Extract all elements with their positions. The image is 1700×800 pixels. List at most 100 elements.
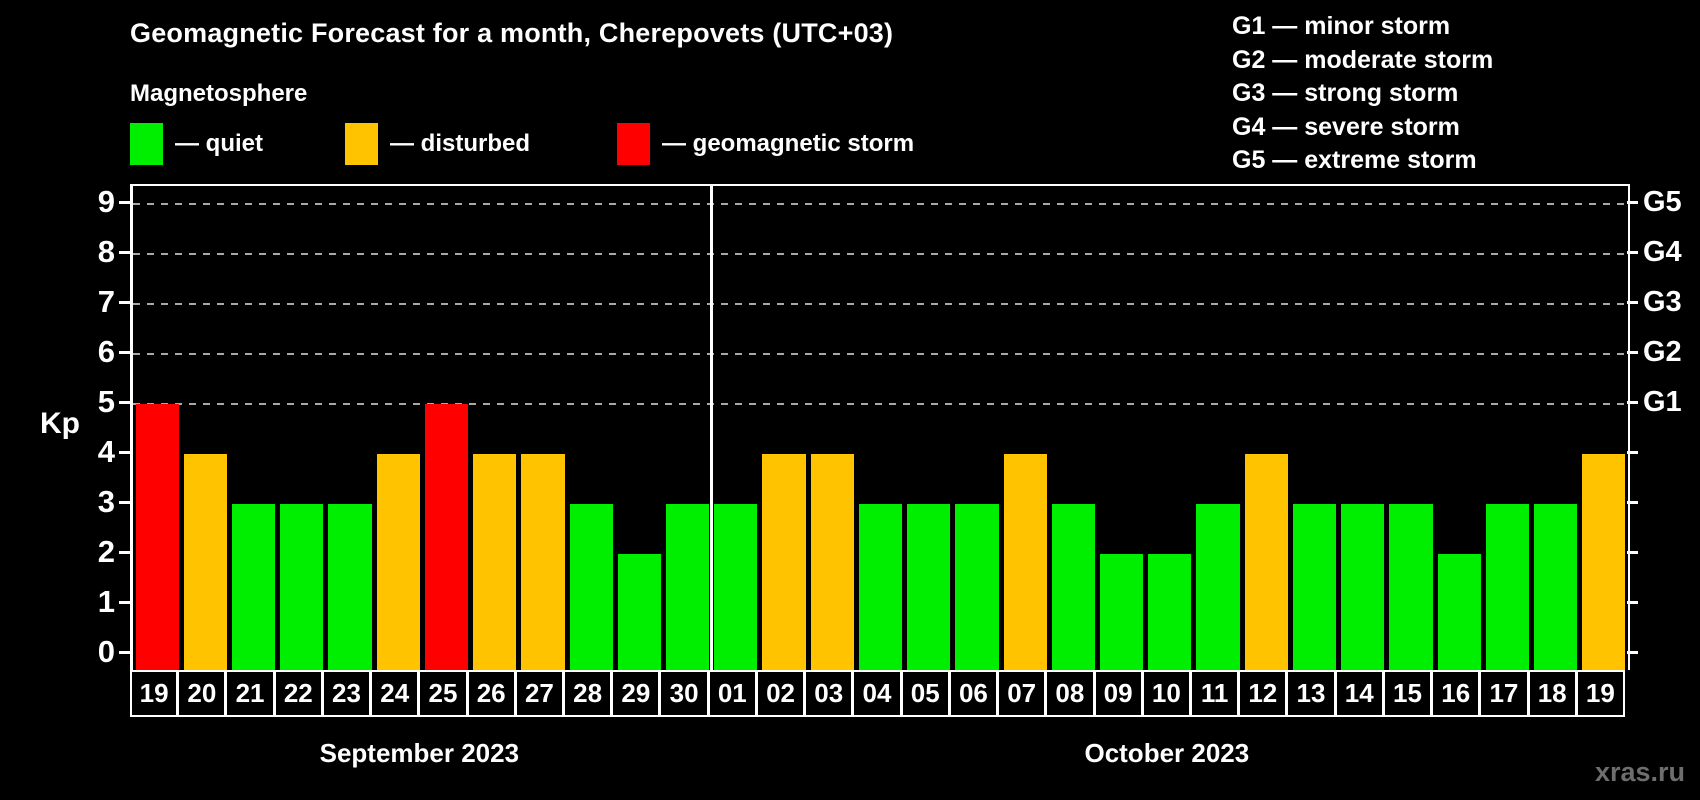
gridline-kp-8: [133, 253, 1628, 255]
left-axis-tick: [119, 201, 130, 204]
kp-bar: [617, 554, 661, 670]
y-axis-tick-label: 2: [97, 534, 115, 569]
day-label: 20: [177, 670, 227, 717]
g-axis-label-g5: G5: [1643, 186, 1682, 218]
day-label: 21: [225, 670, 275, 717]
y-axis-tick-label: 1: [97, 584, 115, 619]
day-label: 27: [514, 670, 565, 717]
left-axis-tick: [119, 301, 130, 304]
g5-legend-line: G5 — extreme storm: [1232, 146, 1477, 174]
y-axis-tick-label: 0: [97, 634, 115, 669]
kp-bar: [1196, 504, 1240, 670]
quiet-legend-label: — quiet: [175, 130, 263, 157]
left-axis-tick: [119, 651, 130, 654]
gridline-kp-6: [133, 353, 1628, 355]
kp-bar: [1292, 504, 1337, 670]
kp-bar: [569, 504, 613, 670]
kp-bar: [1389, 504, 1433, 670]
g-scale-legend: G1 — minor storm G2 — moderate storm G3 …: [1232, 10, 1493, 178]
day-label: 28: [563, 670, 613, 717]
gridline-kp-5: [133, 403, 1628, 405]
day-label: 06: [948, 670, 999, 717]
page-title: Geomagnetic Forecast for a month, Cherep…: [130, 18, 894, 48]
kp-bar: [665, 504, 710, 670]
kp-bar: [521, 454, 565, 670]
status-legend: — quiet — disturbed — geomagnetic storm: [0, 123, 1100, 165]
month-label-1: October 2023: [1084, 738, 1250, 768]
day-label: 18: [1527, 670, 1577, 717]
right-axis-tick: [1627, 351, 1638, 354]
kp-bar: [135, 404, 179, 670]
kp-bar: [473, 454, 517, 670]
kp-bar: [1148, 554, 1192, 670]
y-axis-tick-label: 6: [97, 334, 115, 369]
month-separator: [710, 186, 714, 670]
kp-bar: [376, 454, 420, 670]
day-label: 04: [852, 670, 902, 717]
day-label: 25: [418, 670, 468, 717]
day-label: 16: [1431, 670, 1481, 717]
kp-bar: [955, 504, 999, 670]
g-axis-label-g2: G2: [1643, 336, 1682, 368]
day-label: 23: [321, 670, 372, 717]
day-label: 10: [1141, 670, 1191, 717]
day-label: 09: [1093, 670, 1143, 717]
day-label: 22: [273, 670, 323, 717]
kp-bar: [1437, 554, 1481, 670]
kp-bar: [810, 454, 854, 670]
storm-swatch-icon: [617, 123, 650, 165]
storm-legend-label: — geomagnetic storm: [662, 130, 915, 157]
left-axis-tick: [119, 551, 130, 554]
day-label: 11: [1189, 670, 1240, 717]
g3-legend-line: G3 — strong storm: [1232, 79, 1459, 107]
day-label: 17: [1479, 670, 1529, 717]
kp-bar: [231, 504, 276, 670]
kp-bar: [762, 454, 806, 670]
kp-bar: [424, 404, 469, 670]
g4-legend-line: G4 — severe storm: [1232, 112, 1460, 141]
day-label: 14: [1334, 670, 1384, 717]
day-label: 15: [1382, 670, 1433, 717]
day-label: 07: [997, 670, 1047, 717]
gridline-kp-7: [133, 303, 1628, 305]
right-axis-tick: [1627, 451, 1638, 454]
day-label: 13: [1286, 670, 1336, 717]
right-axis-tick: [1627, 401, 1638, 404]
kp-bar: [858, 504, 903, 670]
magnetosphere-heading: Magnetosphere: [130, 80, 308, 107]
y-axis-title: Kp: [40, 407, 80, 440]
day-label: 08: [1045, 670, 1095, 717]
right-axis-tick: [1627, 601, 1638, 604]
y-axis-tick-label: 7: [97, 284, 115, 319]
kp-bar: [183, 454, 227, 670]
gridline-kp-9: [133, 203, 1628, 205]
y-axis-tick-label: 9: [97, 184, 115, 219]
left-axis-tick: [119, 451, 130, 454]
g-axis-label-g1: G1: [1643, 386, 1682, 418]
right-axis-tick: [1627, 501, 1638, 504]
kp-bar: [1341, 504, 1385, 670]
kp-bar: [1051, 504, 1095, 670]
day-label: 24: [370, 670, 420, 717]
right-axis-tick: [1627, 251, 1638, 254]
month-label-0: September 2023: [319, 738, 520, 768]
day-label: 12: [1238, 670, 1288, 717]
disturbed-legend-label: — disturbed: [390, 130, 531, 157]
left-axis-tick: [119, 251, 130, 254]
right-axis-tick: [1627, 201, 1638, 204]
day-label: 30: [659, 670, 709, 717]
kp-bar: [1244, 454, 1288, 670]
y-axis-tick-label: 4: [97, 434, 115, 469]
right-axis-tick: [1627, 551, 1638, 554]
y-axis-tick-label: 3: [97, 484, 115, 519]
left-axis-tick: [119, 601, 130, 604]
day-label: 01: [707, 670, 757, 717]
kp-bar: [907, 504, 951, 670]
kp-bar: [1003, 454, 1047, 670]
watermark: xras.ru: [1594, 757, 1685, 787]
day-label: 03: [804, 670, 854, 717]
left-axis-tick: [119, 351, 130, 354]
kp-bar: [1485, 504, 1530, 670]
disturbed-swatch-icon: [345, 123, 378, 165]
